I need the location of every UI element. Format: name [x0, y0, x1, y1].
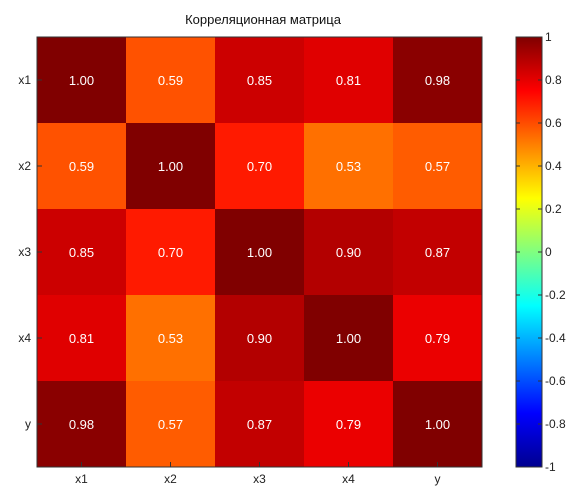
cell-value-label: 1.00 — [425, 417, 450, 432]
cell-value-label: 1.00 — [247, 245, 272, 260]
heatmap-cell — [126, 295, 216, 382]
heatmap-cell — [304, 123, 394, 210]
colorbar-tick-label: 0.2 — [545, 202, 562, 216]
heatmap-cell — [393, 295, 483, 382]
heatmap-cell — [393, 209, 483, 296]
heatmap-cell — [393, 37, 483, 124]
cell-value-label: 0.59 — [69, 159, 94, 174]
row-tick-label: x3 — [18, 245, 31, 259]
cell-value-label: 0.85 — [69, 245, 94, 260]
cell-value-label: 0.87 — [247, 417, 272, 432]
heatmap-cell — [215, 209, 305, 296]
column-tick-label: x1 — [75, 472, 88, 486]
heatmap-cell — [304, 295, 394, 382]
cell-value-label: 0.85 — [247, 73, 272, 88]
cell-value-label: 1.00 — [69, 73, 94, 88]
cell-value-label: 0.53 — [336, 159, 361, 174]
heatmap-cell — [304, 37, 394, 124]
cell-value-label: 0.70 — [158, 245, 183, 260]
heatmap-cell — [215, 381, 305, 468]
column-tick-label: y — [435, 472, 441, 486]
colorbar-tick-label: -0.2 — [545, 288, 566, 302]
cell-value-label: 0.87 — [425, 245, 450, 260]
row-tick-label: y — [25, 417, 31, 431]
column-tick-label: x4 — [342, 472, 355, 486]
heatmap-cell — [37, 37, 127, 124]
colorbar-tick-label: -1 — [545, 460, 556, 474]
heatmap-cell — [215, 123, 305, 210]
colorbar-tick-label: 0.4 — [545, 159, 562, 173]
cell-value-label: 0.59 — [158, 73, 183, 88]
heatmap-cell — [215, 295, 305, 382]
cell-value-label: 0.57 — [158, 417, 183, 432]
cell-value-label: 0.70 — [247, 159, 272, 174]
cell-value-label: 0.81 — [336, 73, 361, 88]
cell-value-label: 0.79 — [425, 331, 450, 346]
column-tick-labels: x1 x2 x3 x4 y — [75, 462, 441, 486]
chart-title: Корреляционная матрица — [185, 12, 342, 27]
colorbar — [515, 36, 543, 468]
heatmap-cell — [126, 123, 216, 210]
row-tick-labels: x1 x2 x3 x4 y — [18, 73, 42, 431]
heatmap-cell — [215, 37, 305, 124]
heatmap-cell — [37, 295, 127, 382]
heatmap-cell — [37, 123, 127, 210]
row-tick-label: x2 — [18, 159, 31, 173]
heatmap-cell — [126, 209, 216, 296]
colorbar-tick-label: 1 — [545, 30, 552, 44]
colorbar-tick-label: -0.6 — [545, 374, 566, 388]
colorbar-tick-label: -0.4 — [545, 331, 566, 345]
cell-value-label: 0.90 — [247, 331, 272, 346]
colorbar-tick-label: 0.8 — [545, 73, 562, 87]
heatmap-cell — [126, 37, 216, 124]
colorbar-tick-labels: 1 0.8 0.6 0.4 0.2 0 -0.2 -0.4 -0.6 -0.8 -1 — [516, 30, 566, 474]
heatmap-cell — [393, 381, 483, 468]
cell-value-label: 0.98 — [425, 73, 450, 88]
heatmap-cell — [126, 381, 216, 468]
column-tick-label: x2 — [164, 472, 177, 486]
heatmap-cell — [37, 209, 127, 296]
cell-value-label: 0.79 — [336, 417, 361, 432]
row-tick-label: x1 — [18, 73, 31, 87]
column-tick-label: x3 — [253, 472, 266, 486]
heatmap-cell — [304, 209, 394, 296]
heatmap-cell — [304, 381, 394, 468]
cell-value-label: 0.57 — [425, 159, 450, 174]
colorbar-tick-label: -0.8 — [545, 417, 566, 431]
cell-value-label: 0.81 — [69, 331, 94, 346]
row-tick-label: x4 — [18, 331, 31, 345]
heatmap-cell — [37, 381, 127, 468]
colorbar-tick-label: 0.6 — [545, 116, 562, 130]
cell-value-label: 0.90 — [336, 245, 361, 260]
colorbar-tick-label: 0 — [545, 245, 552, 259]
heatmap-grid: 1.00 0.59 0.85 0.81 0.98 0.59 1.00 0.70 0.53 0.57… — [36, 36, 483, 468]
cell-value-label: 0.53 — [158, 331, 183, 346]
cell-value-label: 0.98 — [69, 417, 94, 432]
heatmap-cell — [393, 123, 483, 210]
cell-value-label: 1.00 — [158, 159, 183, 174]
cell-value-label: 1.00 — [336, 331, 361, 346]
